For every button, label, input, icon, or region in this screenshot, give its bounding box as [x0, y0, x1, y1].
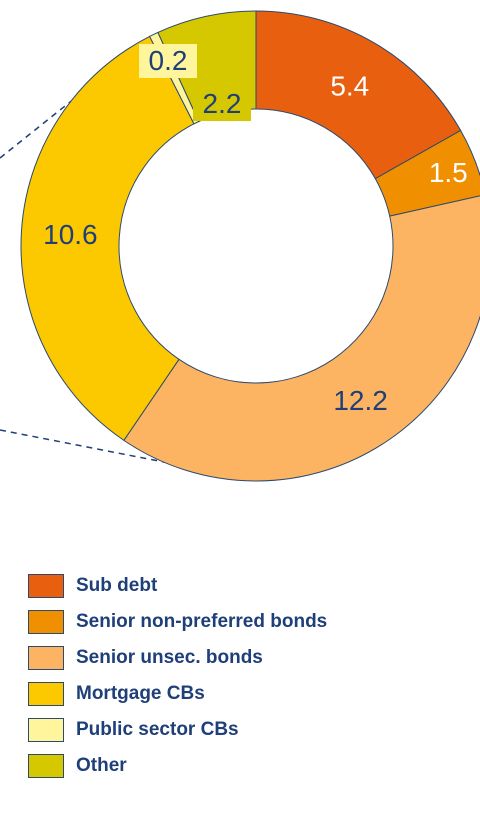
data-label-mortgage-cbs: 10.6 [43, 219, 98, 250]
legend-label: Sub debt [76, 575, 158, 596]
legend-swatch-senior-unsec [28, 646, 64, 670]
data-label-public-sector-cbs: 0.2 [149, 45, 188, 76]
legend-item: Public sector CBs [28, 712, 327, 748]
data-label-sub-debt: 5.4 [330, 70, 369, 101]
legend-item: Sub debt [28, 568, 327, 604]
label-bg-other [193, 87, 251, 121]
legend-swatch-other [28, 754, 64, 778]
legend-swatch-public-sector-cbs [28, 718, 64, 742]
label-bg-public-sector-cbs [139, 44, 197, 78]
legend-label: Public sector CBs [76, 719, 239, 740]
legend-swatch-sub-debt [28, 574, 64, 598]
slice-senior-unsec-bonds [123, 195, 480, 482]
legend-label: Mortgage CBs [76, 683, 205, 704]
legend-item: Senior non-preferred bonds [28, 604, 327, 640]
legend-item: Other [28, 748, 327, 784]
legend-label: Senior unsec. bonds [76, 647, 263, 668]
legend: Sub debt Senior non-preferred bonds Seni… [28, 568, 327, 784]
legend-swatch-senior-non-preferred [28, 610, 64, 634]
data-label-other: 2.2 [203, 88, 242, 119]
legend-item: Senior unsec. bonds [28, 640, 327, 676]
legend-swatch-mortgage-cbs [28, 682, 64, 706]
legend-label: Senior non-preferred bonds [76, 611, 328, 632]
data-label-senior-unsec-bonds: 12.2 [333, 385, 388, 416]
data-label-senior-non-preferred-bonds: 1.5 [429, 157, 468, 188]
legend-item: Mortgage CBs [28, 676, 327, 712]
slice-sub-debt [255, 10, 462, 180]
slice-mortgage-cbs [20, 35, 195, 442]
donut-chart: 5.4 1.5 12.2 10.6 0.2 2.2 [0, 10, 480, 482]
legend-label: Other [76, 755, 127, 776]
